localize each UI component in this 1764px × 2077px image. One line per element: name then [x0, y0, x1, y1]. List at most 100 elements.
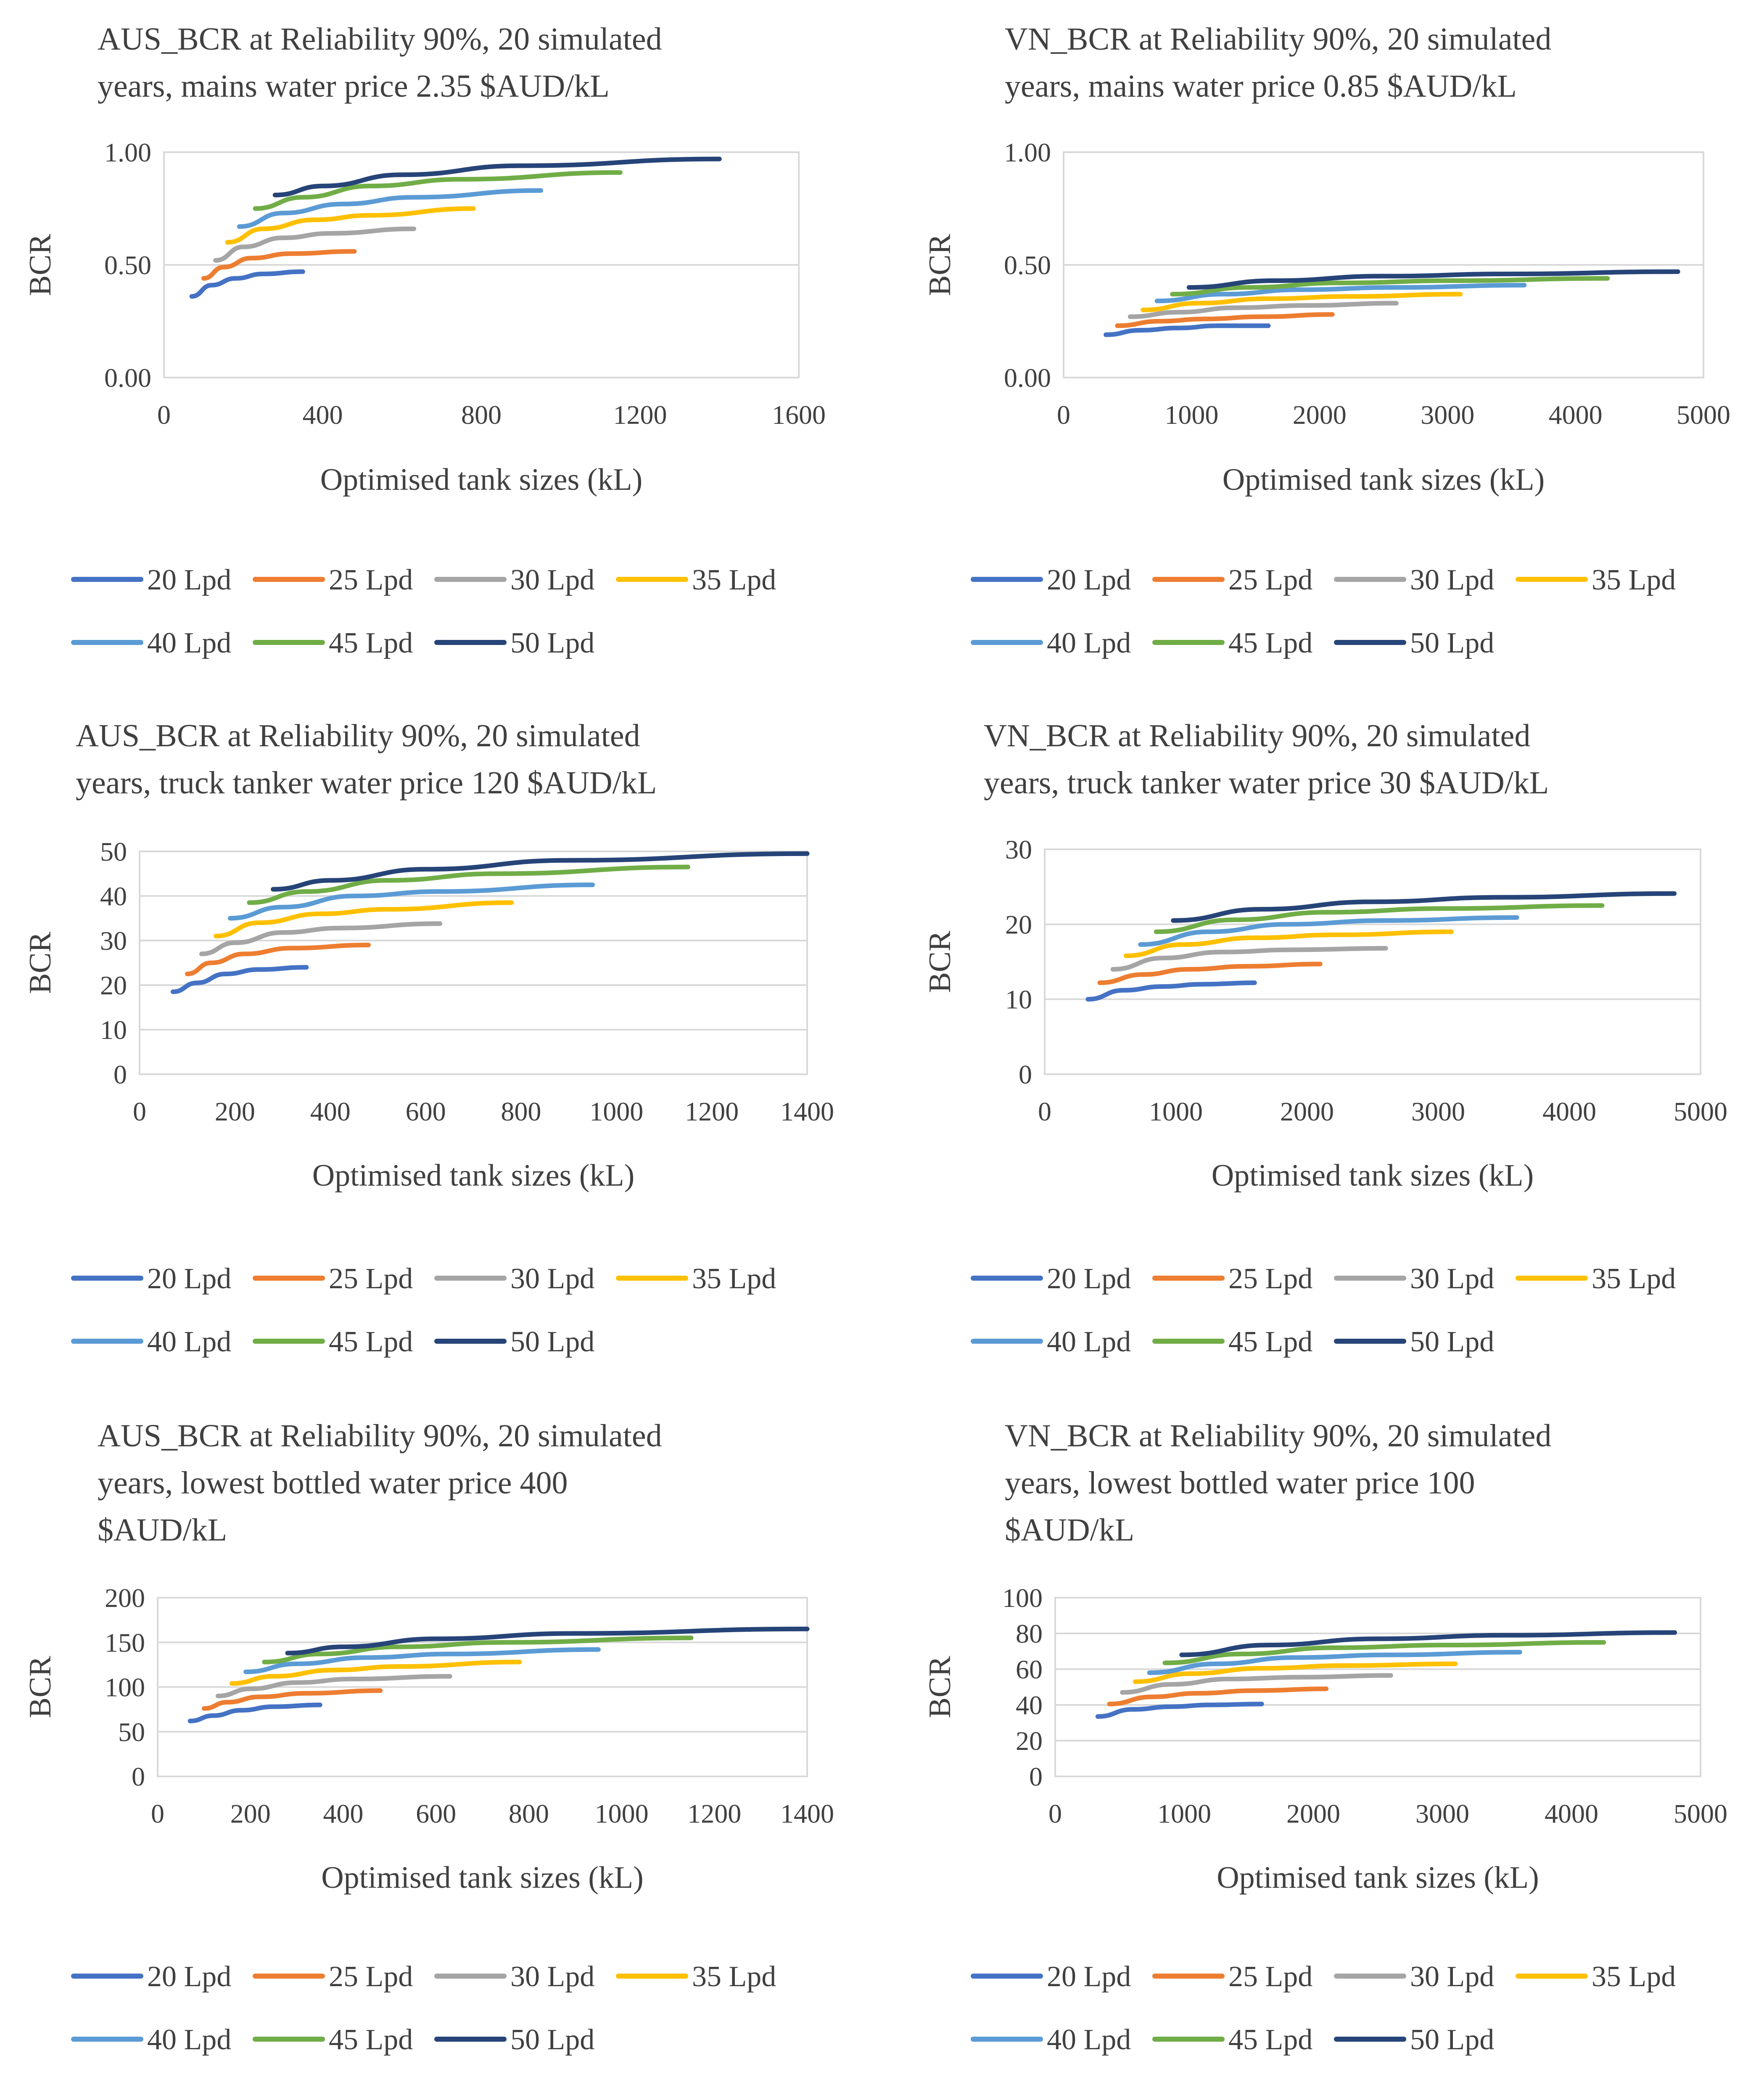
legend-label: 30 Lpd — [1410, 564, 1494, 596]
x-tick-label: 600 — [416, 1799, 456, 1829]
legend-label: 50 Lpd — [510, 1326, 594, 1358]
x-axis-label: Optimised tank sizes (kL) — [1212, 1158, 1534, 1193]
series-line-20-lpd — [170, 965, 309, 994]
legend-item: 50 Lpd — [1334, 627, 1494, 659]
x-tick-label: 3000 — [1421, 400, 1474, 430]
x-tick-label: 800 — [509, 1799, 549, 1829]
series-line-40-lpd — [1138, 915, 1519, 947]
series-line-50-lpd — [1171, 891, 1677, 923]
series-line-35-lpd — [213, 900, 514, 938]
legend-label: 45 Lpd — [329, 1326, 413, 1358]
legend-label: 50 Lpd — [1410, 2024, 1494, 2056]
legend-item: 45 Lpd — [1152, 627, 1312, 659]
y-tick-label: 0.00 — [1004, 363, 1051, 393]
chart-title-line: years, truck tanker water price 30 $AUD/… — [984, 765, 1549, 801]
y-tick-label: 60 — [1016, 1654, 1043, 1684]
y-tick-label: 1.00 — [1004, 137, 1051, 167]
legend-label: 35 Lpd — [692, 1263, 776, 1295]
series-line-25-lpd — [201, 1688, 383, 1711]
y-axis-label: BCR — [23, 233, 58, 296]
legend-label: 40 Lpd — [1047, 2024, 1131, 2056]
y-tick-label: 40 — [100, 881, 127, 911]
chart-title-line: VN_BCR at Reliability 90%, 20 simulated — [1005, 1418, 1551, 1453]
plot-area — [139, 851, 808, 1075]
series-line-40-lpd — [237, 188, 544, 229]
legend-item: 20 Lpd — [71, 564, 231, 596]
series-line-45-lpd — [1154, 903, 1605, 934]
x-tick-label: 1000 — [1157, 1799, 1211, 1829]
legend-label: 35 Lpd — [1592, 564, 1676, 596]
y-axis-label: BCR — [923, 233, 957, 296]
legend-item: 45 Lpd — [1152, 1326, 1312, 1358]
chart-panel-1: AUS_BCR at Reliability 90%, 20 simulated… — [23, 21, 826, 659]
x-tick-label: 1000 — [595, 1799, 649, 1829]
series-line-50-lpd — [271, 851, 810, 892]
legend-item: 40 Lpd — [971, 2024, 1131, 2056]
legend-item: 20 Lpd — [71, 1263, 231, 1295]
legend-item: 30 Lpd — [434, 1263, 594, 1295]
legend-item: 40 Lpd — [971, 1326, 1131, 1358]
series-line-45-lpd — [262, 1636, 694, 1665]
y-tick-label: 40 — [1016, 1690, 1043, 1720]
legend-item: 45 Lpd — [253, 1326, 413, 1358]
y-axis-label: BCR — [23, 1656, 58, 1718]
legend-item: 30 Lpd — [1334, 1961, 1494, 1993]
legend-label: 20 Lpd — [147, 1263, 231, 1295]
legend-item: 35 Lpd — [616, 564, 776, 596]
legend-item: 50 Lpd — [434, 627, 594, 659]
y-axis-label: BCR — [923, 1656, 957, 1718]
y-tick-label: 0.00 — [104, 363, 151, 393]
series-line-20-lpd — [1085, 980, 1257, 1002]
y-tick-label: 10 — [1005, 985, 1032, 1015]
x-axis-label: Optimised tank sizes (kL) — [312, 1158, 635, 1193]
series-line-25-lpd — [1097, 962, 1323, 985]
x-tick-label: 4000 — [1549, 400, 1603, 430]
legend-label: 20 Lpd — [1047, 564, 1131, 596]
series-line-35-lpd — [1123, 929, 1454, 958]
x-tick-label: 1400 — [780, 1097, 834, 1126]
legend-label: 30 Lpd — [1410, 1263, 1494, 1295]
legend-label: 35 Lpd — [1592, 1263, 1676, 1295]
x-tick-label: 0 — [1048, 1799, 1062, 1829]
chart-title-line: years, lowest bottled water price 100 — [1005, 1465, 1475, 1501]
legend-label: 25 Lpd — [1228, 564, 1312, 596]
legend-item: 40 Lpd — [71, 2024, 231, 2056]
y-tick-label: 0 — [132, 1762, 145, 1792]
x-tick-label: 3000 — [1415, 1799, 1469, 1829]
x-tick-label: 200 — [215, 1097, 255, 1126]
x-tick-label: 400 — [310, 1097, 351, 1126]
legend-label: 20 Lpd — [147, 1961, 231, 1993]
chart-panel-4: VN_BCR at Reliability 90%, 20 simulated y… — [923, 718, 1727, 1358]
y-axis-label: BCR — [923, 930, 957, 993]
x-tick-label: 0 — [1057, 400, 1070, 430]
y-tick-label: 0 — [1029, 1762, 1043, 1792]
series-line-45-lpd — [253, 170, 623, 211]
x-tick-label: 400 — [303, 400, 343, 430]
series-line-40-lpd — [1154, 283, 1527, 304]
legend-label: 20 Lpd — [1047, 1961, 1131, 1993]
legend-item: 45 Lpd — [253, 627, 413, 659]
legend-item: 30 Lpd — [1334, 1263, 1494, 1295]
chart-title-line: AUS_BCR at Reliability 90%, 20 simulated — [76, 718, 640, 753]
legend-item: 50 Lpd — [434, 2024, 594, 2056]
legend-item: 40 Lpd — [971, 627, 1131, 659]
series-line-50-lpd — [272, 156, 722, 198]
series-line-30-lpd — [1128, 301, 1399, 319]
x-tick-label: 5000 — [1677, 400, 1730, 430]
legend-item: 35 Lpd — [1516, 564, 1676, 596]
chart-panel-6: VN_BCR at Reliability 90%, 20 simulated y… — [923, 1418, 1727, 2056]
legend-item: 35 Lpd — [616, 1263, 776, 1295]
legend-label: 30 Lpd — [1410, 1961, 1494, 1993]
y-tick-label: 10 — [100, 1015, 127, 1045]
legend-label: 45 Lpd — [1228, 2024, 1312, 2056]
legend-label: 35 Lpd — [1592, 1961, 1676, 1993]
series-line-50-lpd — [1186, 269, 1680, 290]
series-line-35-lpd — [1141, 292, 1463, 312]
x-tick-label: 2000 — [1280, 1097, 1334, 1126]
y-tick-label: 50 — [118, 1717, 145, 1747]
series-line-25-lpd — [1107, 1686, 1329, 1707]
y-tick-label: 0 — [114, 1060, 127, 1089]
legend-label: 45 Lpd — [1228, 627, 1312, 659]
legend-label: 45 Lpd — [329, 2024, 413, 2056]
